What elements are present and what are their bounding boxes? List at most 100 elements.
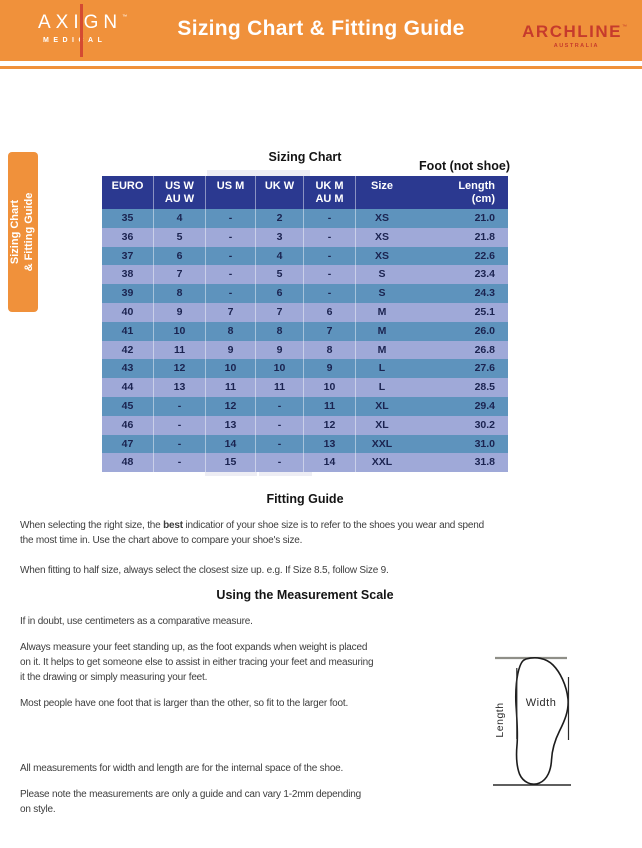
table-cell: - bbox=[205, 284, 255, 303]
table-cell: 8 bbox=[303, 340, 355, 360]
table-cell: 31.0 bbox=[474, 437, 495, 450]
table-cell: 48 bbox=[121, 456, 134, 469]
side-tab-label: Sizing Chart & Fitting Guide bbox=[8, 152, 38, 312]
archline-logo-text: ARCHLINE bbox=[522, 22, 622, 41]
table-cell: 39 bbox=[121, 287, 134, 300]
table-cell: 40 bbox=[121, 305, 134, 318]
table-cell: 10 bbox=[255, 359, 303, 379]
table-row-euro-48: 48-15-14 XXL 31.8 bbox=[102, 453, 508, 473]
table-cell: XL bbox=[355, 415, 408, 435]
table-row-euro-37: 37 6-4- XS 22.6 bbox=[102, 246, 508, 266]
page-title: Sizing Chart & Fitting Guide bbox=[177, 17, 465, 40]
table-cell: - bbox=[303, 227, 355, 247]
column-header-us-w: US W AU W bbox=[153, 176, 205, 209]
table-row-euro-43: 43 12 10 10 9 L 27.6 bbox=[102, 359, 508, 379]
table-cell: 7 bbox=[153, 265, 205, 285]
table-cell: 10 bbox=[205, 359, 255, 379]
table-row-euro-35: 35 4-2- XS 21.0 bbox=[102, 209, 508, 228]
table-cell: 12 bbox=[205, 396, 255, 416]
width-label: Width bbox=[526, 697, 557, 709]
table-cell: 37 bbox=[121, 249, 134, 262]
foot-measurement-diagram: Width Length bbox=[493, 656, 571, 786]
axign-medical-logo: AXIGN™ MEDICAL bbox=[38, 4, 128, 57]
table-cell: - bbox=[255, 453, 303, 473]
table-cell: 14 bbox=[205, 434, 255, 454]
table-row-euro-46: 46-13-12 XL 30.2 bbox=[102, 415, 508, 435]
table-cell: 11 bbox=[153, 340, 205, 360]
print-artifact-band-top bbox=[207, 170, 310, 176]
table-cell: 9 bbox=[303, 359, 355, 379]
table-cell: 43 bbox=[121, 362, 134, 375]
table-cell: 13 bbox=[205, 415, 255, 435]
archline-australia-text: AUSTRALIA bbox=[553, 43, 599, 49]
fitting-guide-paragraph-1: When selecting the right size, the best … bbox=[20, 518, 484, 548]
measurement-paragraph-5: Please note the measurements are only a … bbox=[20, 789, 361, 816]
table-cell: 45 bbox=[121, 399, 134, 412]
table-row-euro-36: 36 5-3- XS 21.8 bbox=[102, 227, 508, 247]
table-cell: 28.5 bbox=[474, 381, 495, 394]
archline-trademark: ™ bbox=[622, 24, 627, 30]
column-header-us-m: US M bbox=[205, 176, 255, 209]
side-tab-line2: & Fitting Guide bbox=[23, 192, 35, 272]
table-cell: S bbox=[355, 265, 408, 285]
table-cell: - bbox=[205, 227, 255, 247]
table-cell: XXL bbox=[355, 453, 408, 473]
axign-trademark: ™ bbox=[122, 14, 128, 20]
column-header-length: Length (cm) bbox=[458, 180, 495, 205]
table-cell: 21.8 bbox=[474, 230, 495, 243]
table-cell: 46 bbox=[121, 418, 134, 431]
table-row-euro-39: 39 8-6- S 24.3 bbox=[102, 284, 508, 303]
table-cell: 36 bbox=[121, 230, 134, 243]
table-cell: XS bbox=[355, 209, 408, 228]
table-cell: 38 bbox=[121, 268, 134, 281]
table-cell: - bbox=[153, 415, 205, 435]
table-cell: 6 bbox=[303, 302, 355, 322]
table-cell: 30.2 bbox=[474, 418, 495, 431]
table-cell: 9 bbox=[153, 302, 205, 322]
table-cell: XXL bbox=[355, 434, 408, 454]
table-cell: - bbox=[153, 396, 205, 416]
table-cell: M bbox=[355, 321, 408, 341]
column-header-uk-w: UK W bbox=[255, 176, 303, 209]
table-cell: 14 bbox=[303, 453, 355, 473]
column-header-uk-m: UK M AU M bbox=[303, 176, 355, 209]
foot-not-shoe-label: Foot (not shoe) bbox=[419, 159, 510, 173]
table-cell: 2 bbox=[255, 209, 303, 228]
table-cell: - bbox=[303, 265, 355, 285]
table-cell: - bbox=[205, 209, 255, 228]
table-cell: 12 bbox=[153, 359, 205, 379]
table-cell: 8 bbox=[255, 321, 303, 341]
table-cell: - bbox=[303, 246, 355, 266]
table-cell: 9 bbox=[255, 340, 303, 360]
foot-outline bbox=[514, 657, 569, 785]
archline-logo: ARCHLINE™ AUSTRALIA bbox=[522, 23, 627, 49]
table-cell: 8 bbox=[205, 321, 255, 341]
print-artifact-band-bottom-1 bbox=[205, 471, 257, 476]
table-row-euro-45: 45-12-11 XL 29.4 bbox=[102, 396, 508, 416]
header-banner: AXIGN™ MEDICAL Sizing Chart & Fitting Gu… bbox=[0, 0, 642, 61]
table-cell: - bbox=[153, 434, 205, 454]
side-tab-sizing-chart: Sizing Chart & Fitting Guide bbox=[8, 152, 38, 312]
table-cell: L bbox=[355, 359, 408, 379]
table-cell: 10 bbox=[153, 321, 205, 341]
table-cell: XS bbox=[355, 227, 408, 247]
table-cell: 12 bbox=[303, 415, 355, 435]
sizing-table-header: EURO US W AU W US M UK W UK M AU M Size Length (c… bbox=[102, 176, 508, 209]
table-cell: 10 bbox=[303, 378, 355, 397]
table-cell: 31.8 bbox=[474, 456, 495, 469]
axign-logo-red-line bbox=[80, 4, 83, 57]
table-cell: 4 bbox=[255, 246, 303, 266]
table-cell: 3 bbox=[255, 227, 303, 247]
measurement-paragraph-1: If in doubt, use centimeters as a compar… bbox=[20, 616, 253, 627]
table-cell: 24.3 bbox=[474, 287, 495, 300]
table-cell: - bbox=[303, 284, 355, 303]
table-cell: 44 bbox=[121, 381, 134, 394]
column-header-size: Size bbox=[355, 176, 408, 209]
axign-medical-text: MEDICAL bbox=[43, 37, 107, 44]
table-cell: - bbox=[255, 415, 303, 435]
paragraph-text: When selecting the right size, the bbox=[20, 520, 164, 531]
table-cell: 41 bbox=[121, 324, 134, 337]
table-cell: - bbox=[303, 209, 355, 228]
table-cell: - bbox=[255, 434, 303, 454]
